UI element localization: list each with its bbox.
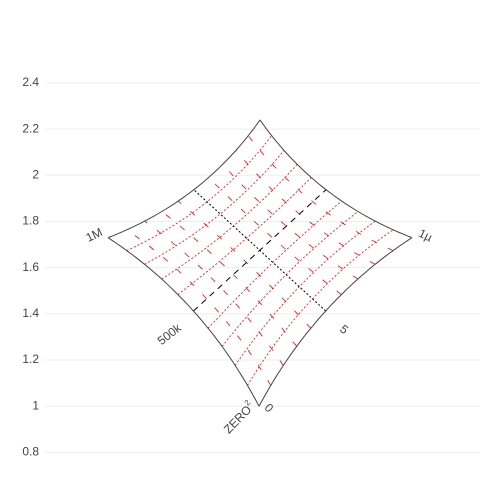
b-minor-gridline xyxy=(208,177,342,295)
carpet-axis-labels: 1M 500k ZERO2 0 5 1µ xyxy=(84,225,435,437)
carpet-major-gridlines xyxy=(193,189,327,312)
a-axis-mid-label: 500k xyxy=(155,320,185,348)
boundary-b-axis xyxy=(258,237,413,407)
y-tick-label: 0.8 xyxy=(22,445,39,459)
b-minor-gridline xyxy=(222,164,359,280)
a-axis-corner-exponent: 2 xyxy=(243,398,253,408)
a-minor-gridline xyxy=(234,220,376,366)
y-tick-label: 2.2 xyxy=(22,121,39,135)
b-major-gridline xyxy=(193,189,327,312)
b-minor-gridline xyxy=(126,229,272,386)
b-axis-start-label: 0 xyxy=(262,401,277,416)
y-tick-label: 1.2 xyxy=(22,352,39,366)
b-axis-end-label: 1µ xyxy=(416,226,434,245)
a-minor-gridline xyxy=(247,229,394,386)
carpet-boundary xyxy=(107,119,413,407)
b-axis-mid-label: 5 xyxy=(337,322,351,337)
a-minor-gridline xyxy=(144,150,285,265)
a-minor-gridline xyxy=(126,135,272,251)
a-minor-gridline xyxy=(207,200,342,329)
a-minor-gridline xyxy=(177,177,312,295)
b-minor-gridline xyxy=(161,211,298,347)
a-minor-gridline xyxy=(221,211,359,347)
a-axis-end-label: 1M xyxy=(84,225,105,245)
y-tick-label: 1.8 xyxy=(22,214,39,228)
boundary-a-axis xyxy=(107,237,260,407)
y-tick-label: 2.4 xyxy=(22,75,39,89)
carpet-minor-gridlines xyxy=(126,135,394,386)
y-tick-labels: 0.8 1 1.2 1.4 1.6 1.8 2 2.2 2.4 xyxy=(22,75,39,458)
b-minor-gridline xyxy=(247,135,394,251)
a-axis-corner-base: ZERO xyxy=(221,403,254,437)
y-tick-label: 1 xyxy=(32,398,39,412)
y-gridlines xyxy=(46,82,480,453)
y-tick-label: 2 xyxy=(32,167,39,181)
y-tick-label: 1.6 xyxy=(22,260,39,274)
a-axis-corner-label: ZERO2 xyxy=(220,398,258,437)
y-tick-label: 1.4 xyxy=(22,306,39,320)
boundary-b-end xyxy=(107,119,261,239)
boundary-a-end xyxy=(259,119,413,239)
b-minor-gridline xyxy=(144,220,284,366)
